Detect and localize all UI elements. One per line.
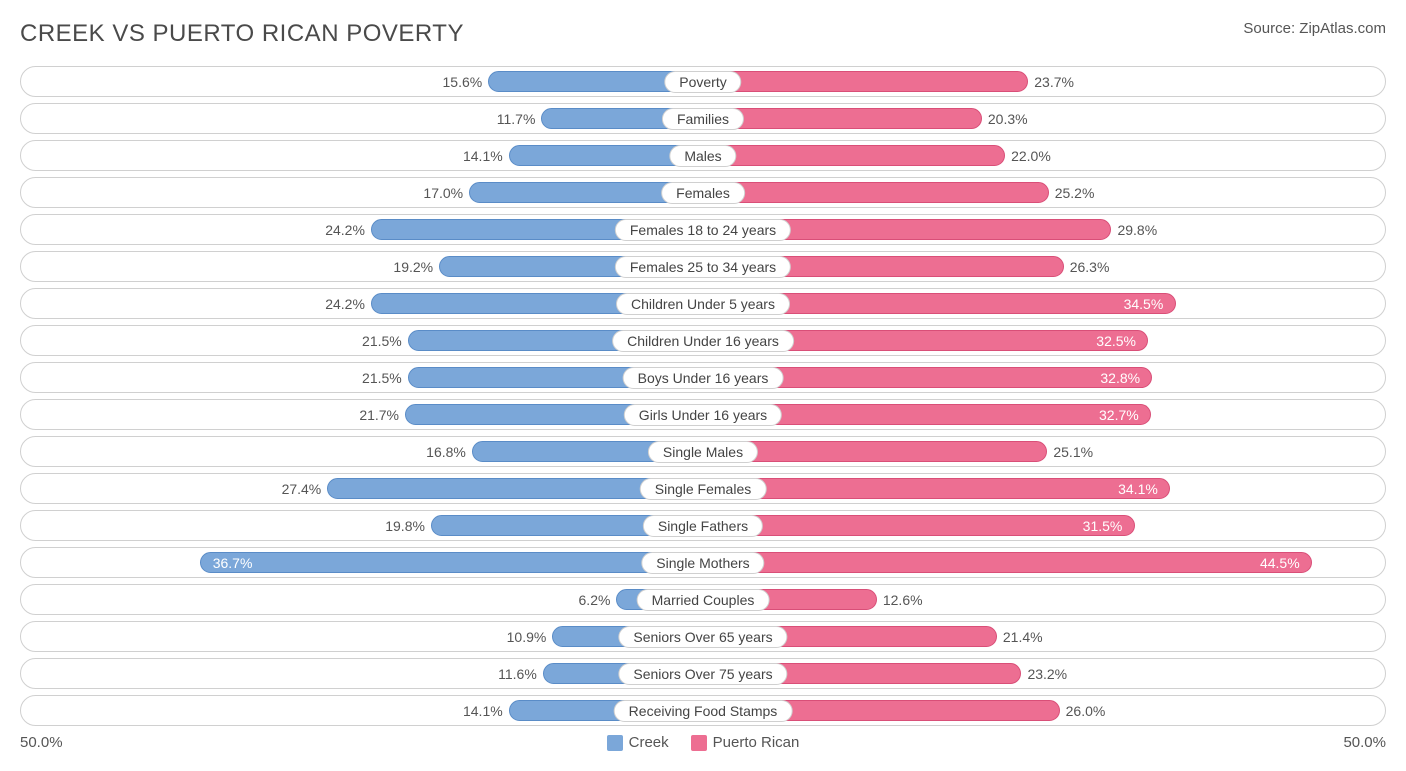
bar-right — [703, 71, 1028, 92]
value-label-right: 29.8% — [1117, 222, 1157, 238]
axis-max-right: 50.0% — [1343, 734, 1386, 751]
value-label-left: 24.2% — [325, 222, 365, 238]
chart-row: 6.2% 12.6% Married Couples — [20, 584, 1386, 615]
value-label-left: 10.9% — [507, 629, 547, 645]
chart-row: 27.4% 34.1% Single Females — [20, 473, 1386, 504]
value-label-right: 26.0% — [1066, 703, 1106, 719]
chart-row: 24.2% 29.8% Females 18 to 24 years — [20, 214, 1386, 245]
value-label-right: 32.5% — [1096, 333, 1136, 349]
chart-title: CREEK VS PUERTO RICAN POVERTY — [20, 20, 464, 48]
legend-label-left: Creek — [629, 734, 669, 751]
value-label-right: 12.6% — [883, 592, 923, 608]
chart-header: CREEK VS PUERTO RICAN POVERTY Source: Zi… — [20, 20, 1386, 48]
value-label-right: 25.1% — [1053, 444, 1093, 460]
chart-row: 14.1% 26.0% Receiving Food Stamps — [20, 695, 1386, 726]
chart-footer: 50.0% Creek Puerto Rican 50.0% — [20, 734, 1386, 751]
value-label-right: 34.5% — [1124, 296, 1164, 312]
chart-row: 10.9% 21.4% Seniors Over 65 years — [20, 621, 1386, 652]
chart-row: 36.7% 44.5% Single Mothers — [20, 547, 1386, 578]
diverging-bar-chart: 15.6% 23.7% Poverty 11.7% 20.3% Families 14.1%… — [20, 66, 1386, 726]
axis-max-left: 50.0% — [20, 734, 63, 751]
bar-right — [703, 552, 1312, 573]
value-label-left: 21.5% — [362, 370, 402, 386]
category-label: Females — [661, 182, 745, 204]
value-label-left: 27.4% — [282, 481, 322, 497]
bar-left — [200, 552, 703, 573]
category-label: Receiving Food Stamps — [614, 700, 793, 722]
value-label-left: 36.7% — [213, 555, 253, 571]
value-label-left: 15.6% — [443, 74, 483, 90]
source-attribution: Source: ZipAtlas.com — [1243, 20, 1386, 37]
value-label-right: 32.7% — [1099, 407, 1139, 423]
bar-right — [703, 108, 982, 129]
chart-row: 15.6% 23.7% Poverty — [20, 66, 1386, 97]
value-label-left: 14.1% — [463, 703, 503, 719]
bar-right — [703, 182, 1049, 203]
value-label-right: 23.7% — [1034, 74, 1074, 90]
value-label-left: 21.5% — [362, 333, 402, 349]
category-label: Girls Under 16 years — [624, 404, 782, 426]
value-label-left: 19.2% — [393, 259, 433, 275]
chart-row: 19.8% 31.5% Single Fathers — [20, 510, 1386, 541]
legend-swatch-right — [691, 735, 707, 751]
chart-row: 21.5% 32.5% Children Under 16 years — [20, 325, 1386, 356]
source-prefix: Source: — [1243, 20, 1299, 37]
legend-item-right: Puerto Rican — [691, 734, 800, 751]
category-label: Females 18 to 24 years — [615, 219, 791, 241]
value-label-right: 22.0% — [1011, 148, 1051, 164]
category-label: Single Females — [640, 478, 767, 500]
value-label-left: 6.2% — [579, 592, 611, 608]
value-label-right: 26.3% — [1070, 259, 1110, 275]
source-name: ZipAtlas.com — [1299, 20, 1386, 37]
chart-row: 21.7% 32.7% Girls Under 16 years — [20, 399, 1386, 430]
chart-row: 17.0% 25.2% Females — [20, 177, 1386, 208]
value-label-right: 34.1% — [1118, 481, 1158, 497]
value-label-left: 16.8% — [426, 444, 466, 460]
value-label-left: 24.2% — [325, 296, 365, 312]
chart-row: 14.1% 22.0% Males — [20, 140, 1386, 171]
bar-right — [703, 478, 1170, 499]
value-label-right: 32.8% — [1100, 370, 1140, 386]
category-label: Boys Under 16 years — [623, 367, 784, 389]
legend-swatch-left — [607, 735, 623, 751]
value-label-left: 19.8% — [385, 518, 425, 534]
value-label-right: 23.2% — [1027, 666, 1067, 682]
value-label-left: 11.6% — [498, 666, 537, 682]
category-label: Seniors Over 75 years — [618, 663, 787, 685]
legend-item-left: Creek — [607, 734, 669, 751]
legend-label-right: Puerto Rican — [713, 734, 800, 751]
value-label-left: 11.7% — [497, 111, 536, 127]
category-label: Seniors Over 65 years — [618, 626, 787, 648]
value-label-right: 44.5% — [1260, 555, 1300, 571]
value-label-right: 21.4% — [1003, 629, 1043, 645]
bar-right — [703, 145, 1005, 166]
category-label: Poverty — [664, 71, 741, 93]
value-label-left: 14.1% — [463, 148, 503, 164]
value-label-right: 20.3% — [988, 111, 1028, 127]
value-label-left: 21.7% — [359, 407, 399, 423]
chart-row: 19.2% 26.3% Females 25 to 34 years — [20, 251, 1386, 282]
value-label-right: 25.2% — [1055, 185, 1095, 201]
category-label: Children Under 16 years — [612, 330, 794, 352]
category-label: Females 25 to 34 years — [615, 256, 791, 278]
category-label: Married Couples — [637, 589, 770, 611]
chart-row: 11.7% 20.3% Families — [20, 103, 1386, 134]
category-label: Single Fathers — [643, 515, 763, 537]
category-label: Single Males — [648, 441, 758, 463]
category-label: Families — [662, 108, 744, 130]
chart-row: 16.8% 25.1% Single Males — [20, 436, 1386, 467]
chart-row: 24.2% 34.5% Children Under 5 years — [20, 288, 1386, 319]
bar-right — [703, 515, 1135, 536]
category-label: Single Mothers — [641, 552, 764, 574]
value-label-right: 31.5% — [1083, 518, 1123, 534]
chart-row: 21.5% 32.8% Boys Under 16 years — [20, 362, 1386, 393]
chart-row: 11.6% 23.2% Seniors Over 75 years — [20, 658, 1386, 689]
category-label: Males — [669, 145, 736, 167]
value-label-left: 17.0% — [423, 185, 463, 201]
category-label: Children Under 5 years — [616, 293, 790, 315]
legend: Creek Puerto Rican — [607, 734, 800, 751]
